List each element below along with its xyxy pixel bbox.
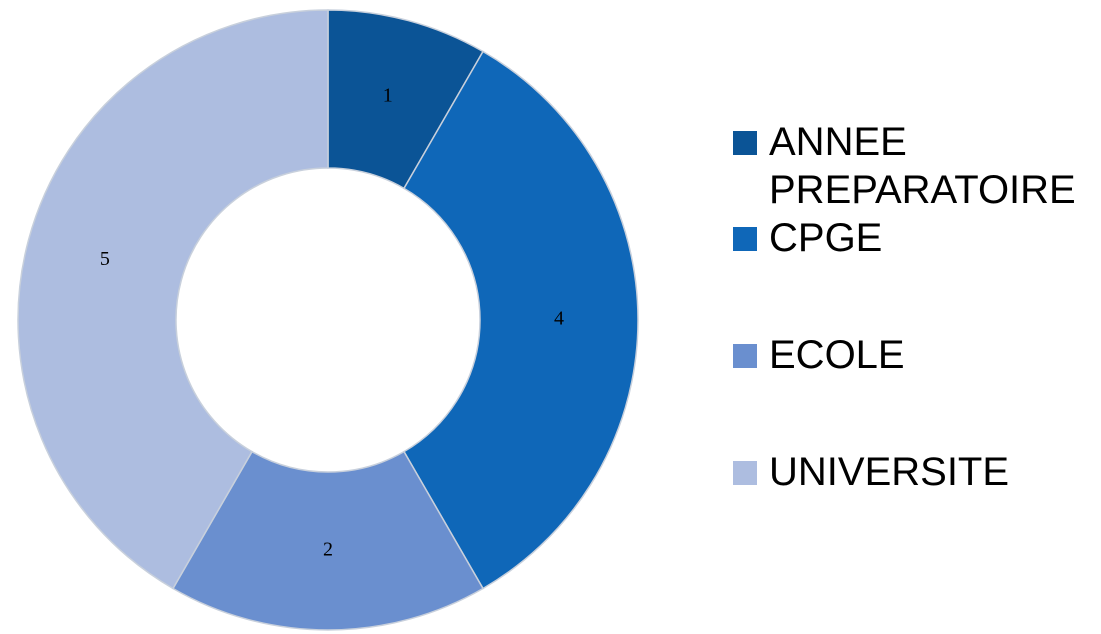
legend: ANNEE PREPARATOIRE CPGE ECOLE UNIVERSITE [733,118,1093,496]
legend-swatch [733,461,757,485]
legend-label: UNIVERSITE [769,450,1010,494]
donut-slice [402,50,639,590]
chart: 1 4 2 5 [17,9,639,631]
data-label: 1 [383,84,393,106]
legend-label: CPGE [769,216,883,260]
data-label: 5 [100,248,110,270]
legend-swatch [733,344,757,368]
data-label: 4 [554,308,564,330]
legend-entry: UNIVERSITE [733,448,1093,496]
legend-label: ANNEE PREPARATOIRE [769,120,1076,212]
donut-slice [17,9,329,590]
data-label: 2 [323,539,333,561]
donut-slice [171,450,485,631]
legend-swatch [733,227,757,251]
legend-swatch [733,131,757,155]
legend-label: ECOLE [769,333,905,377]
legend-entry: CPGE [733,214,1093,262]
legend-entry: ECOLE [733,331,1093,379]
legend-entry: ANNEE PREPARATOIRE [733,118,1093,214]
